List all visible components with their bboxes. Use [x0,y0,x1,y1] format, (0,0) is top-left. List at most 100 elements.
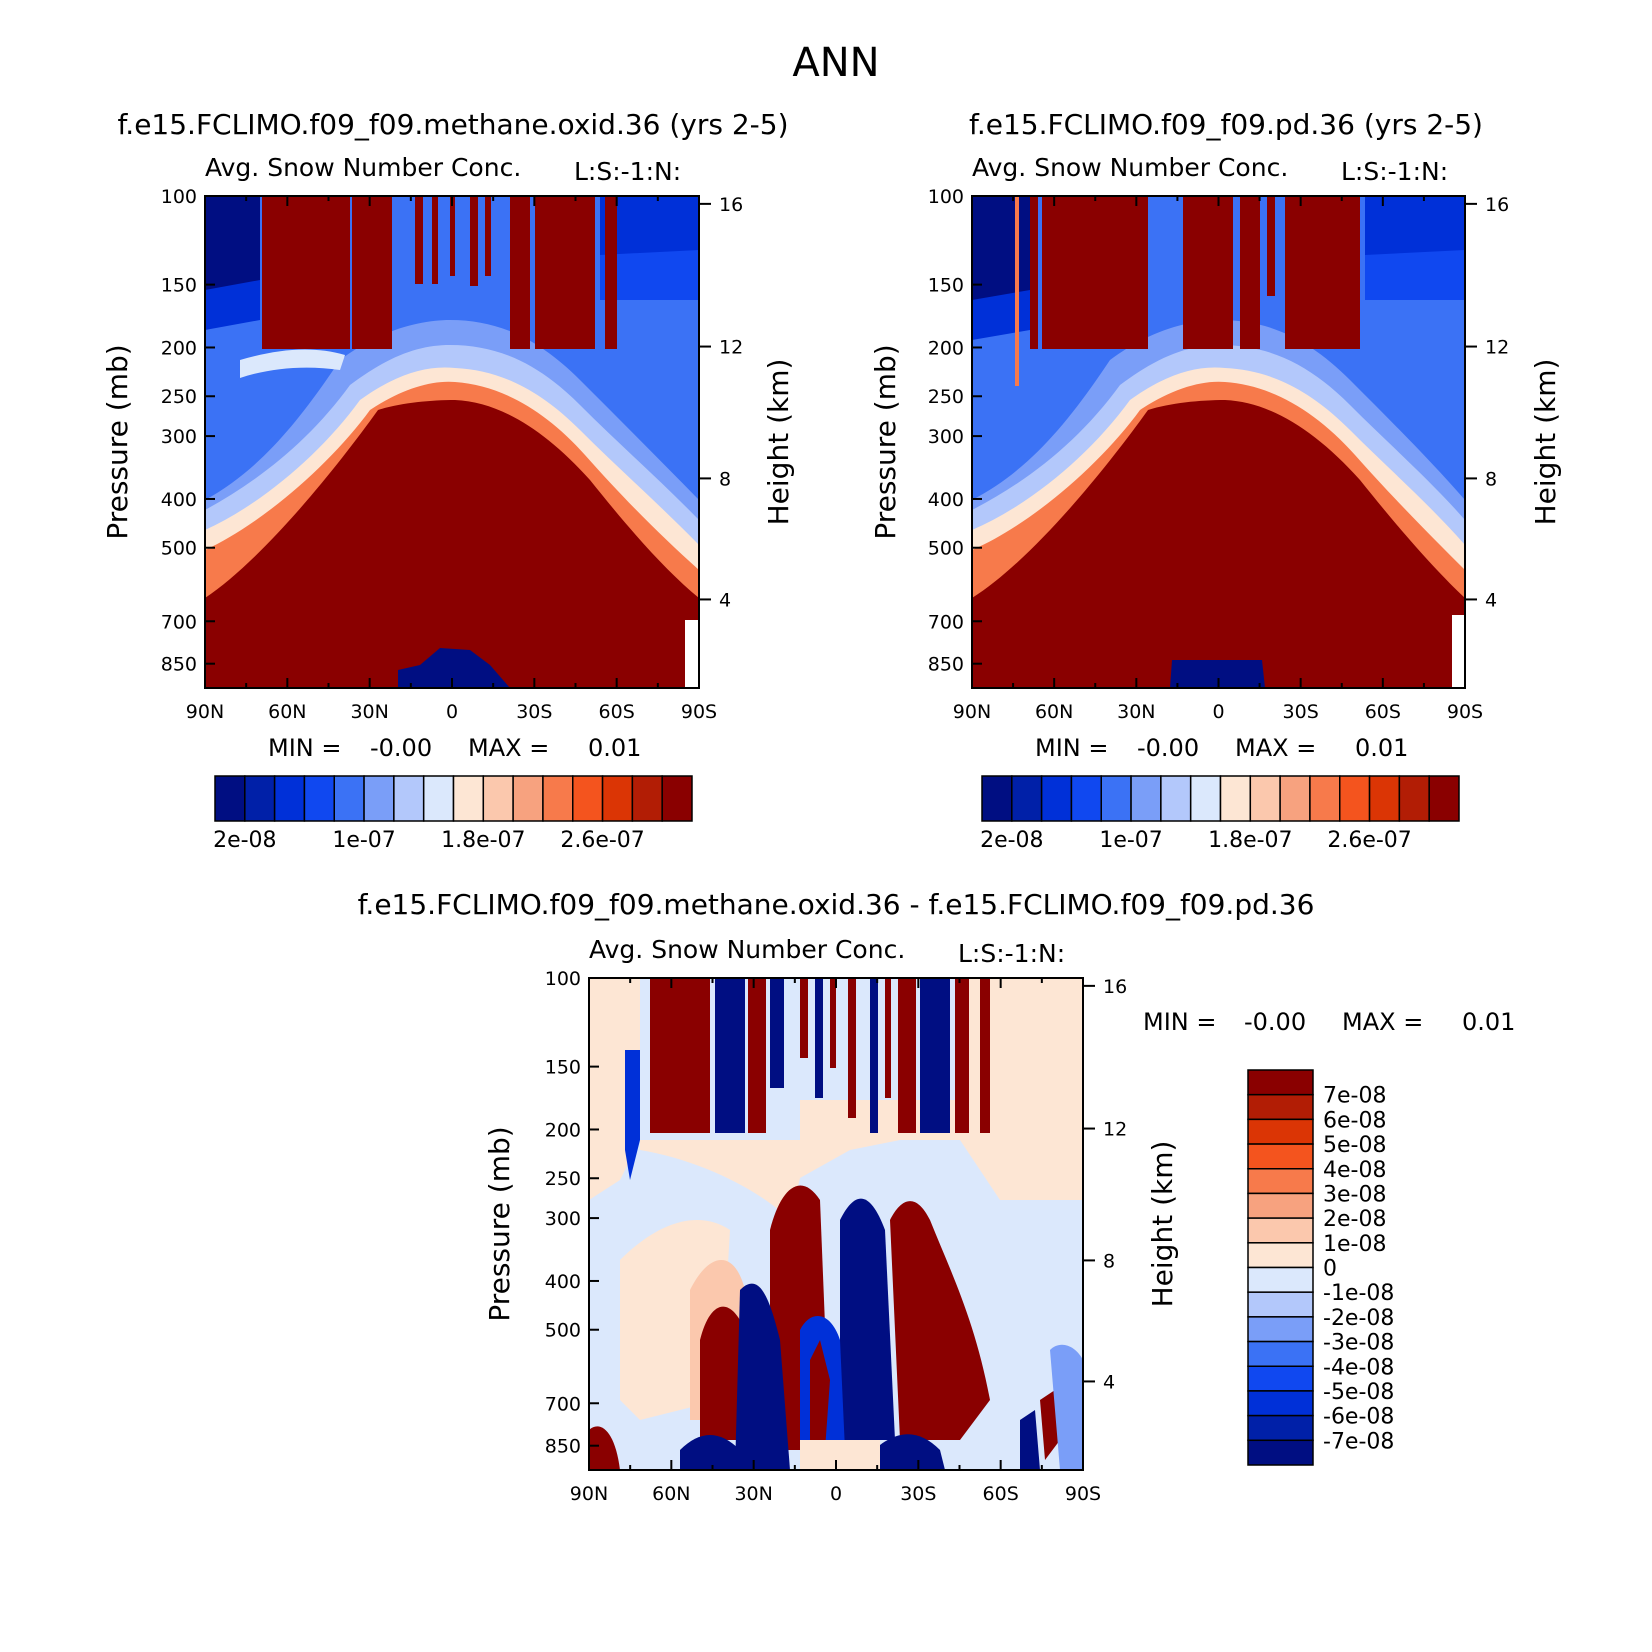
panel-3-ylabel: Pressure (mb) [483,1126,516,1321]
panel-1-colorbar-swatch [303,775,335,822]
panel-1-plot [205,196,699,688]
panel-2-units: L:S:-1:N: [1341,157,1448,186]
panel-1: f.e15.FCLIMO.f09_f09.methane.oxid.36 (yr… [101,108,795,853]
panel-2-y2ticks: 16 12 8 4 [1465,194,1509,611]
panel-1-y2tick-label: 4 [719,589,731,611]
panel-2-ytick-label: 200 [928,337,964,359]
panel-2-ytick-label: 250 [928,386,964,408]
panel-3-colorbar-label: 3e-08 [1323,1182,1386,1207]
panel-1-min-label: MIN = [268,734,341,762]
panel-2-xtick-label: 90N [953,701,991,723]
panel-2-xtick-label: 90S [1447,701,1483,723]
panel-2-colorbar-label: 2e-08 [980,828,1043,853]
panel-1-y2label: Height (km) [762,359,795,526]
panel-2-ytick-label: 500 [928,538,964,560]
panel-1-ytick-label: 500 [161,538,197,560]
panel-2-colorbar-swatch [1070,775,1102,822]
panel-2-colorbar: 2e-08 1e-07 1.8e-07 2.6e-07 [980,775,1460,853]
panel-2-ylabel: Pressure (mb) [869,344,902,539]
panel-2-xtick-label: 30N [1117,701,1155,723]
panel-3-xticks: 90N 60N 30N 0 30S 60S 90S [570,978,1101,1505]
panel-1-colorbar-swatch [244,775,276,822]
panel-1-colorbar-swatch [273,775,306,822]
panel-3-colorbar-label: -7e-08 [1323,1429,1394,1454]
panel-3-colorbar-swatch [1247,1291,1314,1318]
panel-3-ytick-label: 300 [545,1208,581,1230]
panel-1-minmax: MIN = -0.00 MAX = 0.01 [268,734,641,762]
panel-2-minmax: MIN = -0.00 MAX = 0.01 [1035,734,1408,762]
panel-3-ytick-label: 850 [545,1436,581,1458]
panel-3-xtick-label: 60S [983,1483,1019,1505]
panel-1-xtick-label: 60S [599,701,635,723]
panel-2-min-label: MIN = [1035,734,1108,762]
panel-1-xtick-label: 90S [681,701,717,723]
panel-3-colorbar-swatch [1247,1266,1314,1293]
panel-3-colorbar-swatch [1247,1168,1314,1195]
panel-2-colorbar-swatch [1189,775,1222,822]
panel-1-max-label: MAX = [468,734,549,762]
panel-3-colorbar-swatch [1247,1192,1314,1219]
panel-2-colorbar-swatch [1160,775,1192,822]
panel-2-xtick-label: 30S [1283,701,1319,723]
panel-3-colorbar-swatch [1247,1340,1314,1367]
panel-2-colorbar-swatch [1219,775,1252,822]
panel-1-colorbar-swatch [482,775,514,822]
panel-2-min-value: -0.00 [1137,734,1199,762]
panel-2-colorbar-swatch [1339,775,1371,822]
panel-3-colorbar-swatch [1247,1118,1314,1145]
panel-3-colorbar-swatch [1247,1414,1314,1442]
panel-3-colorbar-swatch [1247,1365,1314,1392]
panel-1-ytick-label: 300 [161,426,197,448]
panel-2: f.e15.FCLIMO.f09_f09.pd.36 (yrs 2-5) Avg… [869,108,1562,853]
panel-3-ytick-label: 250 [545,1168,581,1190]
panel-3-colorbar-label: -4e-08 [1323,1355,1394,1380]
panel-1-ytick-label: 200 [161,337,197,359]
panel-2-ytick-label: 700 [928,611,964,633]
panel-1-xtick-label: 0 [446,701,458,723]
panel-1-colorbar-label: 1e-07 [332,828,395,853]
panel-3-colorbar-label: 2e-08 [1323,1207,1386,1232]
panel-3-y2ticks: 16 12 8 4 [1083,976,1127,1393]
panel-1-yticks: 100 150 200 250 300 400 500 700 850 [161,186,215,676]
panel-3-colorbar-label: -5e-08 [1323,1380,1394,1405]
panel-1-colorbar-swatch [214,775,246,822]
panel-2-ytick-label: 400 [928,489,964,511]
panel-3-ytick-label: 200 [545,1119,581,1141]
panel-3-min-value: -0.00 [1244,1008,1306,1036]
panel-2-colorbar-swatch [1368,775,1401,822]
panel-2-colorbar-swatch [1040,775,1073,822]
panel-2-colorbar-swatch [1130,775,1162,822]
panel-2-colorbar-swatch [1100,775,1132,822]
panel-2-ytick-label: 850 [928,654,964,676]
panel-3-colorbar-label: -2e-08 [1323,1306,1394,1331]
panel-3-ytick-label: 500 [545,1320,581,1342]
panel-3-xtick-label: 0 [830,1483,842,1505]
panel-1-colorbar-label: 2e-08 [213,828,276,853]
panel-2-colorbar-swatch [981,775,1013,822]
panel-3-ytick-label: 150 [545,1057,581,1079]
panel-1-xtick-label: 60N [268,701,306,723]
panel-2-max-value: 0.01 [1355,734,1408,762]
panel-1-colorbar-swatch [422,775,455,822]
panel-3-ytick-label: 400 [545,1271,581,1293]
panel-3-yticks: 100 150 200 250 300 400 500 700 850 [545,968,599,1458]
panel-3-xtick-label: 30S [900,1483,936,1505]
panel-3-min-label: MIN = [1143,1008,1216,1036]
panel-1-ylabel: Pressure (mb) [101,344,134,539]
panel-3-colorbar-swatch [1247,1093,1314,1121]
panel-2-xtick-label: 60N [1035,701,1073,723]
panel-1-colorbar-label: 1.8e-07 [441,828,525,853]
panel-3-subtitle: Avg. Snow Number Conc. [589,935,905,964]
panel-3-colorbar-label: 5e-08 [1323,1133,1386,1158]
panel-1-colorbar-swatch [572,775,604,822]
panel-1-title: f.e15.FCLIMO.f09_f09.methane.oxid.36 (yr… [117,108,788,141]
panel-3-colorbar-label: 7e-08 [1323,1084,1386,1109]
panel-2-xtick-label: 60S [1365,701,1401,723]
panel-2-plot [972,196,1465,688]
panel-3-y2tick-label: 8 [1103,1250,1115,1272]
panel-1-xtick-label: 30N [350,701,388,723]
panel-3-colorbar-label: 1e-08 [1323,1232,1386,1257]
panel-1-colorbar: 2e-08 1e-07 1.8e-07 2.6e-07 [213,775,693,853]
panel-3-y2tick-label: 12 [1103,1119,1127,1141]
